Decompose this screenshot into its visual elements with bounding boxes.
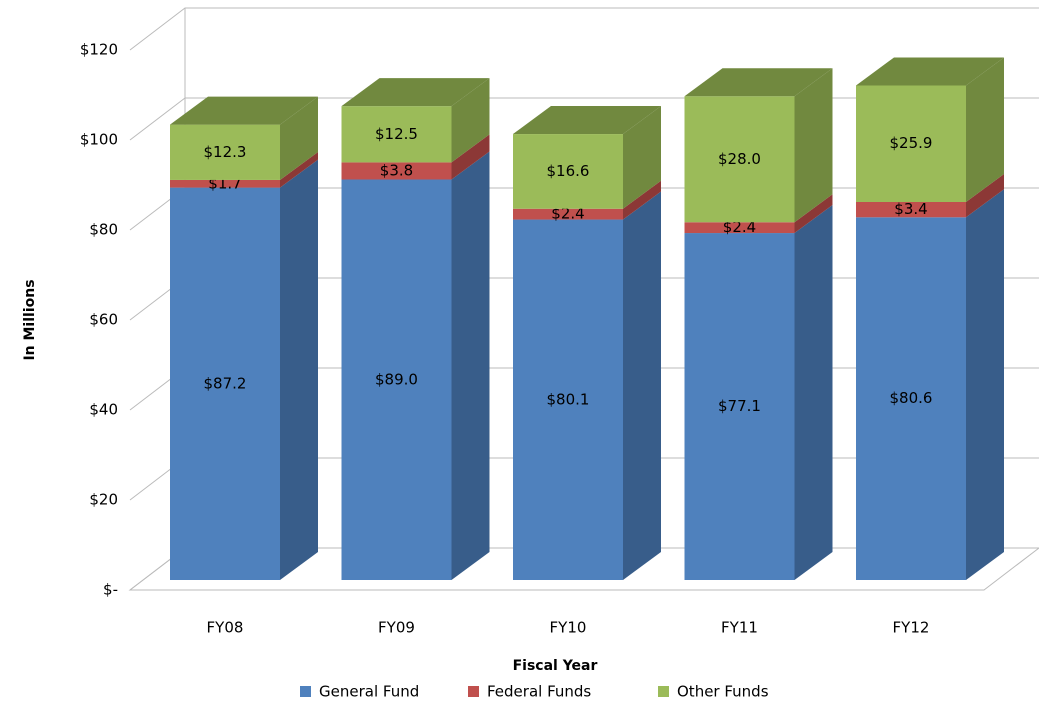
- legend-label: Federal Funds: [487, 683, 591, 701]
- bar: [684, 222, 795, 234]
- bar-top: [513, 106, 661, 135]
- y-tick-label: $20: [89, 491, 118, 509]
- bar: [341, 179, 452, 580]
- data-label: $89.0: [375, 370, 418, 388]
- legend-swatch: [468, 686, 479, 697]
- bar: [341, 106, 452, 163]
- y-axis-title: In Millions: [22, 279, 38, 360]
- bar: [684, 96, 795, 223]
- bar: [170, 179, 280, 188]
- bar-side: [280, 96, 318, 180]
- x-tick-label: FY11: [721, 619, 758, 637]
- data-label: $2.4: [551, 205, 584, 223]
- x-tick-label: FY12: [893, 619, 930, 637]
- bar-top: [684, 68, 833, 97]
- bar-side: [451, 151, 490, 580]
- bar-side: [280, 159, 318, 580]
- data-label: $2.4: [723, 218, 756, 236]
- bar: [684, 233, 795, 581]
- bar-side: [794, 194, 833, 234]
- y-tick-label: $40: [89, 401, 118, 419]
- x-axis-title: Fiscal Year: [513, 658, 598, 674]
- data-label: $87.2: [204, 374, 247, 392]
- data-label: $80.6: [890, 389, 933, 407]
- y-tick-label: $-: [103, 581, 118, 599]
- bar: [856, 202, 966, 218]
- y-tick-label: $60: [89, 311, 118, 329]
- bar: [513, 134, 623, 209]
- y-tick-label: $120: [80, 41, 118, 59]
- data-label: $16.6: [547, 162, 590, 180]
- y-tick-label: $100: [80, 131, 118, 149]
- bar-side: [794, 68, 833, 223]
- data-label: $12.3: [204, 143, 247, 161]
- data-label: $12.5: [375, 125, 418, 143]
- bar: [170, 124, 280, 180]
- bar-side: [451, 134, 490, 180]
- data-label: $25.9: [890, 134, 933, 152]
- data-label: $28.0: [718, 150, 761, 168]
- bar: [341, 162, 452, 180]
- bar-top: [341, 78, 490, 107]
- x-tick-label: FY09: [378, 619, 415, 637]
- x-tick-label: FY10: [550, 619, 587, 637]
- bar: [856, 85, 966, 202]
- bar-side: [966, 189, 1004, 581]
- bar-side: [966, 174, 1004, 218]
- x-tick-label: FY08: [207, 619, 244, 637]
- bar-side: [623, 106, 661, 209]
- bar: [513, 208, 623, 220]
- bar: [170, 187, 280, 580]
- legend-swatch: [300, 686, 311, 697]
- bar-side: [623, 180, 661, 220]
- bar-side: [451, 78, 490, 163]
- bar-side: [623, 191, 661, 581]
- bar-top: [856, 57, 1004, 86]
- data-label: $80.1: [547, 390, 590, 408]
- bar-side: [966, 57, 1004, 203]
- bar: [856, 217, 966, 581]
- y-tick-label: $80: [89, 221, 118, 239]
- data-label: $3.8: [380, 161, 413, 179]
- legend-label: Other Funds: [677, 683, 769, 701]
- data-label: $3.4: [894, 200, 927, 218]
- bar-side: [280, 151, 318, 188]
- legend-swatch: [658, 686, 669, 697]
- bar-side: [794, 205, 833, 581]
- grid-line: [129, 7, 1039, 51]
- bar-top: [170, 96, 318, 125]
- legend-label: General Fund: [319, 683, 419, 701]
- bar: [513, 219, 623, 581]
- data-label: $77.1: [718, 397, 761, 415]
